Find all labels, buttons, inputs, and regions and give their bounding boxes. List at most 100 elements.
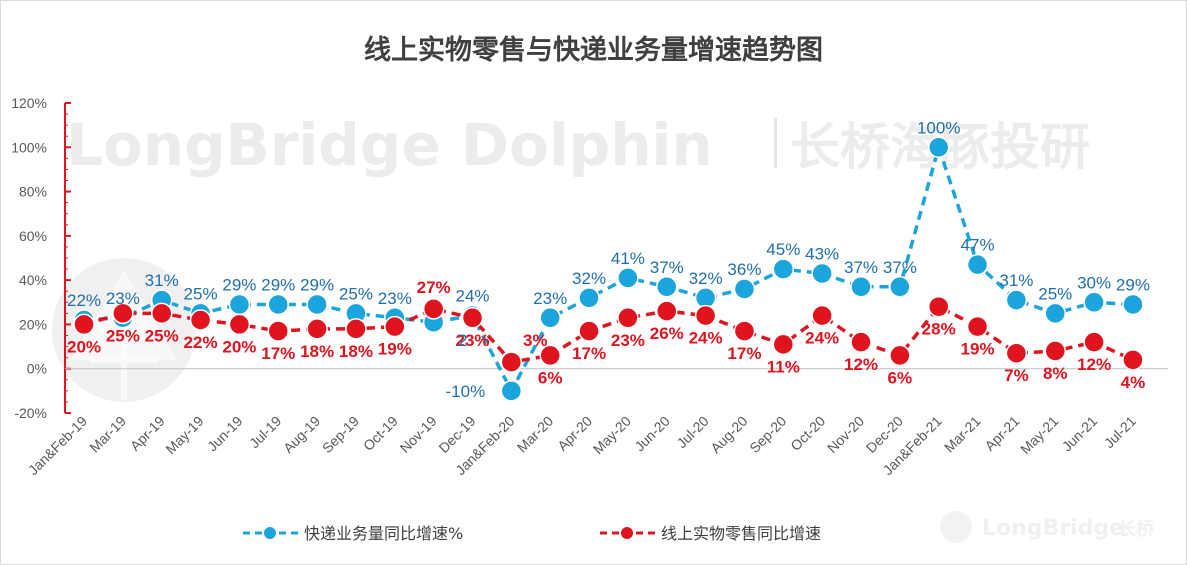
express-data-label: 29% bbox=[300, 276, 334, 295]
express-data-label: 32% bbox=[689, 269, 723, 288]
retail-data-label: 24% bbox=[805, 329, 839, 348]
x-tick-label: Jan&Feb-19 bbox=[25, 413, 90, 478]
express-point bbox=[1122, 293, 1144, 316]
retail-point bbox=[267, 320, 289, 342]
express-data-label: 24% bbox=[455, 287, 489, 306]
y-tick-label: 40% bbox=[19, 272, 47, 288]
x-tick-label: Jul-20 bbox=[673, 413, 711, 451]
x-tick-label: Aug-20 bbox=[707, 413, 750, 456]
legend-label-retail: 线上实物零售同比增速 bbox=[661, 524, 821, 543]
retail-data-label: 12% bbox=[1077, 355, 1111, 374]
retail-point bbox=[656, 300, 678, 322]
express-data-label: 47% bbox=[961, 236, 995, 255]
legend-label-express: 快递业务量同比增速% bbox=[304, 524, 463, 543]
retail-data-label: 28% bbox=[922, 320, 956, 339]
retail-point bbox=[1044, 340, 1066, 362]
retail-data-label: 3% bbox=[523, 331, 548, 350]
retail-point bbox=[500, 351, 523, 373]
retail-point bbox=[150, 302, 173, 325]
express-point bbox=[811, 262, 833, 285]
retail-data-label: 27% bbox=[417, 278, 451, 297]
express-point bbox=[1044, 302, 1066, 325]
series-line-express bbox=[83, 145, 1134, 393]
retail-point bbox=[384, 315, 406, 338]
retail-data-label: 23% bbox=[611, 331, 645, 350]
series-layer bbox=[73, 136, 1144, 402]
x-tick-label: Oct-19 bbox=[360, 413, 401, 454]
express-data-label: 22% bbox=[67, 291, 101, 310]
express-point bbox=[927, 136, 950, 159]
express-point bbox=[539, 307, 561, 329]
retail-data-label: 20% bbox=[222, 337, 256, 356]
y-tick-label: -20% bbox=[14, 405, 47, 421]
express-data-label: 25% bbox=[339, 284, 373, 303]
watermark-main-en: LongBridge Dolphin bbox=[66, 111, 713, 179]
y-tick-label: 60% bbox=[19, 228, 47, 244]
retail-data-label: 18% bbox=[300, 342, 334, 361]
legend-marker-retail bbox=[621, 527, 633, 539]
retail-point bbox=[228, 313, 251, 336]
retail-data-label: 7% bbox=[1004, 366, 1029, 385]
legend-marker-express bbox=[264, 527, 276, 539]
retail-data-label: 20% bbox=[67, 337, 101, 356]
express-point bbox=[1005, 289, 1028, 311]
legend-item-express: 快递业务量同比增速% bbox=[243, 524, 463, 543]
express-point bbox=[306, 293, 328, 316]
express-point bbox=[500, 380, 523, 402]
x-tick-label: Oct-20 bbox=[787, 413, 828, 454]
express-data-label: 23% bbox=[106, 289, 140, 308]
x-tick-label: Sep-19 bbox=[319, 413, 362, 456]
y-tick-label: 20% bbox=[19, 316, 47, 332]
express-point bbox=[578, 287, 600, 309]
express-data-label: 25% bbox=[184, 284, 218, 303]
x-tick-label: Jul-19 bbox=[246, 413, 284, 451]
express-point bbox=[733, 278, 756, 300]
express-data-label: 37% bbox=[650, 258, 684, 277]
express-data-label: 43% bbox=[805, 245, 839, 264]
retail-point bbox=[772, 333, 795, 356]
corner-watermark-cn: 长桥 bbox=[1118, 518, 1155, 540]
axes bbox=[64, 102, 1168, 414]
x-tick-label: Jun-20 bbox=[631, 413, 673, 455]
retail-data-label: 25% bbox=[145, 326, 179, 345]
express-point bbox=[966, 253, 989, 276]
retail-data-label: 6% bbox=[538, 368, 563, 387]
retail-data-label: 17% bbox=[261, 344, 295, 363]
x-tick-label: Mar-20 bbox=[514, 413, 557, 456]
retail-data-label: 23% bbox=[455, 331, 489, 350]
x-tick-label: May-20 bbox=[590, 413, 634, 457]
retail-point bbox=[1083, 331, 1105, 353]
x-tick-label: Jul-21 bbox=[1101, 413, 1139, 451]
x-tick-label: Apr-21 bbox=[981, 413, 1022, 454]
retail-data-label: 11% bbox=[767, 357, 800, 376]
express-point bbox=[1083, 291, 1105, 314]
express-data-label: 36% bbox=[727, 260, 761, 279]
retail-point bbox=[112, 302, 134, 325]
express-point bbox=[267, 293, 289, 316]
express-data-label: 41% bbox=[611, 249, 645, 268]
chart-title: 线上实物零售与快递业务量增速趋势图 bbox=[364, 35, 823, 66]
corner-logo-icon bbox=[940, 511, 972, 543]
retail-data-label: 19% bbox=[378, 340, 412, 359]
express-data-label: 29% bbox=[1116, 276, 1150, 295]
x-tick-label: Jun-19 bbox=[204, 413, 246, 455]
express-data-label: 25% bbox=[1038, 284, 1072, 303]
retail-point bbox=[189, 309, 212, 331]
retail-data-label: 17% bbox=[727, 344, 761, 363]
retail-point bbox=[73, 313, 95, 336]
x-tick-label: Nov-20 bbox=[824, 413, 867, 456]
express-data-label: 37% bbox=[844, 258, 878, 277]
express-point bbox=[656, 276, 678, 298]
retail-data-label: 6% bbox=[888, 368, 913, 387]
express-point bbox=[228, 293, 251, 316]
x-tick-label: Nov-19 bbox=[397, 413, 440, 456]
y-tick-label: 100% bbox=[11, 139, 47, 155]
express-point bbox=[850, 276, 872, 298]
legend: 快递业务量同比增速% 线上实物零售同比增速 bbox=[243, 524, 821, 543]
express-data-label: 23% bbox=[378, 289, 412, 308]
retail-point bbox=[811, 304, 833, 327]
express-data-label: 100% bbox=[917, 118, 960, 137]
express-data-label: 32% bbox=[572, 269, 606, 288]
